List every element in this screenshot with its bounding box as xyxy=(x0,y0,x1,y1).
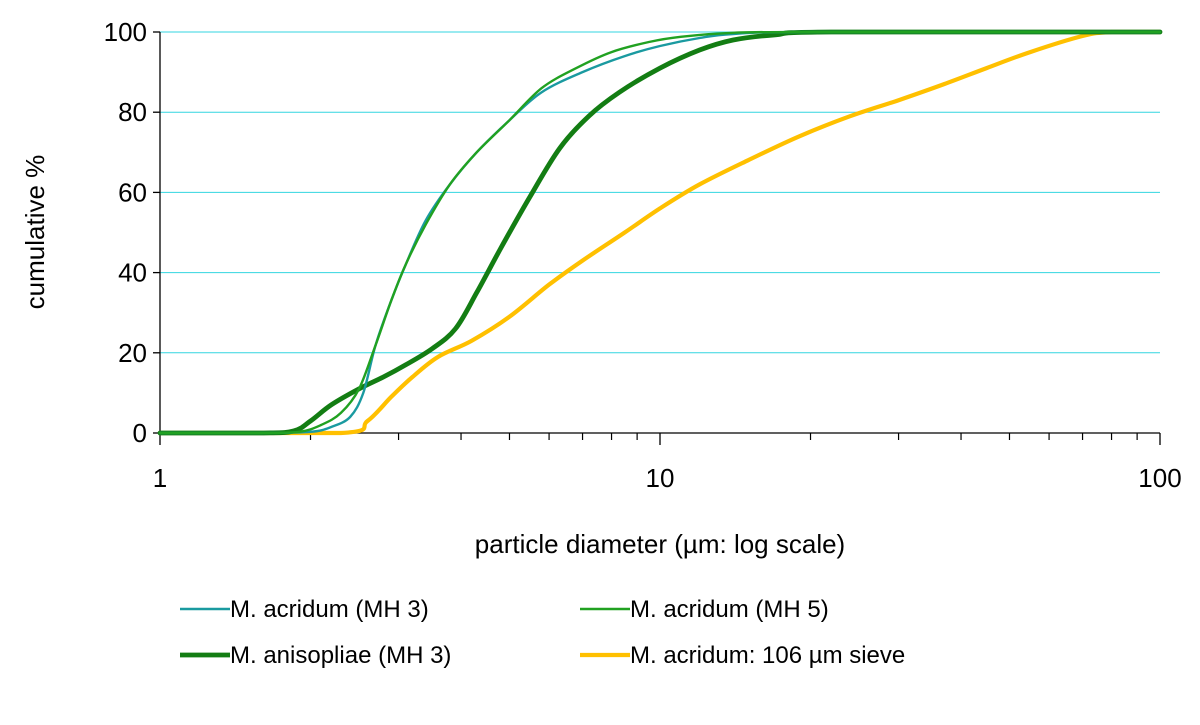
axes xyxy=(153,31,1161,445)
series-line-4 xyxy=(157,29,1163,436)
legend: M. acridum (MH 3) M. acridum (MH 5) M. ani… xyxy=(180,596,905,669)
x-tick-label: 100 xyxy=(1138,463,1181,493)
legend-label: M. acridum (MH 3) xyxy=(230,596,429,623)
y-tick-label: 80 xyxy=(118,97,147,127)
series-lines xyxy=(157,29,1163,436)
legend-label: M. acridum (MH 5) xyxy=(630,596,829,623)
y-tick-label: 40 xyxy=(118,258,147,288)
series-line-1 xyxy=(158,30,1162,435)
series-line-2 xyxy=(158,30,1162,435)
x-tick-label: 1 xyxy=(153,463,167,493)
tick-labels: 0 20 40 60 80 100 1 10 100 xyxy=(104,17,1182,493)
y-tick-label: 20 xyxy=(118,338,147,368)
x-axis-title: particle diameter (µm: log scale) xyxy=(475,529,845,559)
y-tick-label: 100 xyxy=(104,17,147,47)
x-tick-label: 10 xyxy=(646,463,675,493)
gridlines xyxy=(160,31,1160,354)
y-axis-title: cumulative % xyxy=(20,155,50,310)
legend-label: M. acridum: 106 µm sieve xyxy=(630,642,905,669)
series-line-3 xyxy=(157,29,1163,436)
y-tick-label: 60 xyxy=(118,177,147,207)
legend-label: M. anisopliae (MH 3) xyxy=(230,642,451,669)
y-tick-label: 0 xyxy=(133,418,147,448)
plot-area: 0 20 40 60 80 100 1 10 100 xyxy=(104,17,1182,493)
